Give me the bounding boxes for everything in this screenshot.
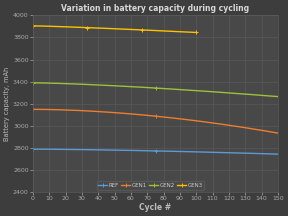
GEN2 bbox=[164, 87, 167, 90]
GEN1 bbox=[147, 114, 151, 117]
GEN3 bbox=[109, 27, 112, 30]
GEN3 bbox=[165, 30, 168, 32]
GEN1 bbox=[270, 131, 274, 133]
GEN3 bbox=[195, 31, 198, 34]
GEN1 bbox=[164, 116, 167, 119]
GEN2 bbox=[177, 88, 181, 91]
GEN3 bbox=[191, 31, 194, 33]
GEN3 bbox=[110, 27, 113, 30]
GEN1 bbox=[31, 108, 35, 111]
GEN2 bbox=[276, 95, 280, 98]
GEN2 bbox=[147, 86, 151, 89]
GEN2 bbox=[149, 86, 153, 89]
REF bbox=[164, 150, 167, 152]
Line: GEN2: GEN2 bbox=[31, 81, 280, 98]
X-axis label: Cycle #: Cycle # bbox=[139, 203, 171, 212]
Line: GEN3: GEN3 bbox=[31, 24, 198, 34]
Title: Variation in battery capacity during cycling: Variation in battery capacity during cyc… bbox=[61, 4, 249, 13]
REF bbox=[31, 148, 35, 150]
REF bbox=[270, 153, 274, 155]
GEN2 bbox=[232, 92, 236, 95]
GEN1 bbox=[232, 125, 236, 127]
GEN2 bbox=[31, 81, 35, 84]
GEN1 bbox=[177, 117, 181, 120]
Y-axis label: Battery capacity, mAh: Battery capacity, mAh bbox=[4, 67, 10, 141]
GEN1 bbox=[276, 132, 280, 134]
Line: REF: REF bbox=[31, 147, 280, 156]
GEN3 bbox=[120, 28, 123, 30]
REF bbox=[276, 153, 280, 156]
Line: GEN1: GEN1 bbox=[31, 108, 280, 135]
REF bbox=[147, 149, 151, 152]
REF bbox=[232, 152, 236, 154]
REF bbox=[149, 149, 153, 152]
REF bbox=[177, 150, 181, 153]
Legend: REF, GEN1, GEN2, GEN3: REF, GEN1, GEN2, GEN3 bbox=[97, 181, 204, 189]
GEN3 bbox=[31, 25, 35, 27]
GEN1 bbox=[149, 114, 153, 117]
GEN2 bbox=[270, 95, 274, 97]
GEN3 bbox=[128, 28, 132, 31]
